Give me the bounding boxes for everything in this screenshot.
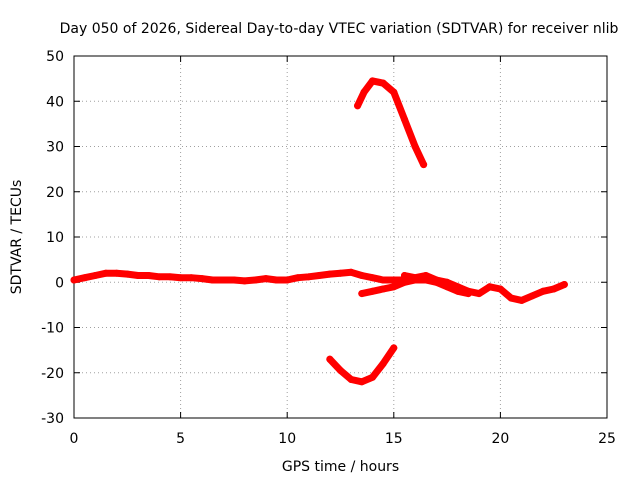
data-point-arc-high xyxy=(420,161,428,169)
data-point-track-c xyxy=(528,292,536,300)
x-axis-label: GPS time / hours xyxy=(282,459,399,475)
data-point-track-c xyxy=(507,294,515,302)
x-tick-label: 20 xyxy=(491,431,509,447)
y-axis-label: SDTVAR / TECUs xyxy=(9,180,25,295)
data-point-arc-low xyxy=(379,360,387,368)
data-point-main xyxy=(91,271,99,279)
data-point-main xyxy=(70,276,78,284)
data-point-main xyxy=(358,271,366,279)
data-point-main xyxy=(347,268,355,276)
data-point-main xyxy=(230,276,238,284)
data-point-track-c xyxy=(539,287,547,295)
data-point-arc-low xyxy=(368,373,376,381)
y-tick-label: 10 xyxy=(46,230,64,246)
data-point-main xyxy=(241,277,249,285)
data-point-main xyxy=(145,271,153,279)
data-point-main xyxy=(251,276,259,284)
data-point-main xyxy=(219,276,227,284)
data-point-arc-high xyxy=(390,88,398,96)
data-point-track-c xyxy=(400,271,408,279)
data-point-main xyxy=(177,274,185,282)
data-point-arc-low xyxy=(326,355,334,363)
data-point-track-b xyxy=(358,290,366,298)
x-tick-label: 10 xyxy=(278,431,296,447)
data-point-arc-low xyxy=(337,366,344,374)
y-tick-label: 50 xyxy=(46,49,64,65)
data-point-main xyxy=(273,276,281,284)
data-point-arc-high xyxy=(379,79,387,87)
data-point-arc-high xyxy=(354,102,362,110)
data-point-track-c xyxy=(422,271,430,279)
data-point-main xyxy=(123,270,131,278)
data-point-track-c xyxy=(443,278,451,286)
data-point-main xyxy=(283,276,291,284)
data-point-main xyxy=(368,274,376,282)
data-point-track-c xyxy=(486,283,494,291)
data-point-track-c xyxy=(475,290,483,298)
data-point-main xyxy=(326,270,334,278)
data-point-arc-high xyxy=(400,115,408,123)
data-point-track-c xyxy=(454,283,462,291)
data-point-main xyxy=(166,273,174,281)
y-tick-label: 0 xyxy=(55,275,64,291)
data-point-main xyxy=(315,271,323,279)
y-tick-label: 30 xyxy=(46,140,64,156)
data-point-track-c xyxy=(496,285,504,293)
data-point-track-c xyxy=(464,287,472,295)
data-point-track-b xyxy=(400,278,408,286)
data-point-main xyxy=(113,269,121,277)
plot-frame xyxy=(73,55,608,419)
data-point-main xyxy=(337,269,344,277)
data-point-main xyxy=(262,275,270,283)
data-point-main xyxy=(198,275,206,283)
x-tick-label: 5 xyxy=(176,431,185,447)
data-point-main xyxy=(390,276,398,284)
data-point-arc-low xyxy=(347,376,355,384)
y-tick-label: -30 xyxy=(41,411,64,427)
data-point-track-c xyxy=(550,285,558,293)
data-point-track-c xyxy=(518,296,526,304)
data-point-main xyxy=(379,276,387,284)
data-point-main xyxy=(102,269,110,277)
x-tick-label: 15 xyxy=(385,431,403,447)
x-tick-label: 25 xyxy=(598,431,616,447)
data-point-main xyxy=(134,271,142,279)
data-point-arc-low xyxy=(390,344,398,352)
data-point-main xyxy=(294,274,302,282)
data-point-main xyxy=(155,273,163,281)
data-point-main xyxy=(209,276,217,284)
data-point-arc-low xyxy=(358,378,366,386)
data-point-track-b xyxy=(368,287,376,295)
data-point-arc-high xyxy=(411,143,419,150)
data-point-arc-high xyxy=(368,77,376,85)
y-tick-label: -10 xyxy=(41,321,64,337)
data-point-track-c xyxy=(560,281,568,289)
y-tick-label: 20 xyxy=(46,185,64,201)
y-tick-label: 40 xyxy=(46,94,64,110)
data-point-arc-high xyxy=(360,88,368,96)
data-point-track-b xyxy=(379,285,387,293)
series-track-c xyxy=(401,272,568,304)
data-point-main xyxy=(305,273,313,281)
data-point-main xyxy=(81,274,89,282)
data-point-track-c xyxy=(411,274,419,282)
chart-title: Day 050 of 2026, Sidereal Day-to-day VTE… xyxy=(60,21,619,37)
data-point-track-c xyxy=(432,276,440,284)
x-tick-label: 0 xyxy=(70,431,79,447)
data-point-main xyxy=(187,274,195,282)
series-main xyxy=(70,268,408,285)
data-point-track-b xyxy=(390,283,398,291)
y-tick-label: -20 xyxy=(41,366,64,382)
